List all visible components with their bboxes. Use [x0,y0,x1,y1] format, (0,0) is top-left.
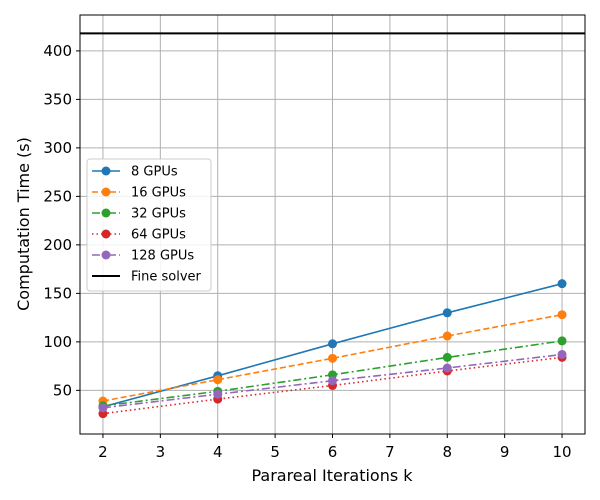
x-axis-label: Parareal Iterations k [251,466,413,485]
legend-label-3: 64 GPUs [131,228,186,243]
series-4-point [557,349,567,359]
legend-box [86,158,212,292]
legend-marker-1 [101,187,111,197]
y-tick-label: 100 [43,333,72,351]
y-tick-label: 50 [53,381,72,399]
series-line-1 [102,313,563,402]
series-line-3 [102,356,563,415]
y-tick-label: 200 [43,236,72,254]
series-4-point [328,376,337,386]
y-tick-label: 250 [43,187,72,205]
x-tick-label: 3 [156,443,166,461]
legend-marker-4 [101,250,111,260]
y-tick-label: 350 [43,90,72,108]
legend-marker-2 [101,208,111,218]
series-2-point [442,352,452,362]
x-tick-label: 8 [442,443,452,461]
x-tick-label: 4 [213,443,223,461]
legend-marker-0 [101,166,111,176]
series-1-point [328,353,337,363]
y-tick-label: 400 [43,42,72,60]
y-axis-label: Computation Time (s) [14,137,33,311]
ticks: 2 3 4 5 6 7 8 9 10 50 100 150 200 250 300 350 400 [43,42,571,461]
series-4-point [442,363,452,373]
x-tick-label: 6 [328,443,338,461]
legend-marker-3 [101,229,111,239]
series-layer [80,32,585,419]
series-2-point [557,336,567,346]
series-0-point [442,308,452,318]
series-4-point [213,389,223,399]
legend-label-1: 16 GPUs [131,186,186,201]
x-tick-label: 9 [500,443,510,461]
series-0-point [557,279,567,289]
legend-label-2: 32 GPUs [131,207,186,222]
legend-label-4: 128 GPUs [131,249,194,264]
series-1-point [213,375,223,385]
x-tick-label: 7 [385,443,395,461]
legend-label-0: 8 GPUs [131,165,178,180]
series-1-point [442,331,452,341]
legend: 8 GPUs 16 GPUs 32 GPUs 64 GPUs 128 GPUs Fine … [86,158,212,292]
x-tick-label: 10 [552,443,571,461]
y-tick-label: 150 [43,284,72,302]
x-tick-label: 5 [270,443,280,461]
y-tick-label: 300 [43,139,72,157]
legend-label-fine-solver: Fine solver [131,270,202,285]
series-4-point [98,403,108,413]
series-0-point [328,339,337,349]
x-tick-label: 2 [98,443,108,461]
series-1-point [557,310,567,320]
